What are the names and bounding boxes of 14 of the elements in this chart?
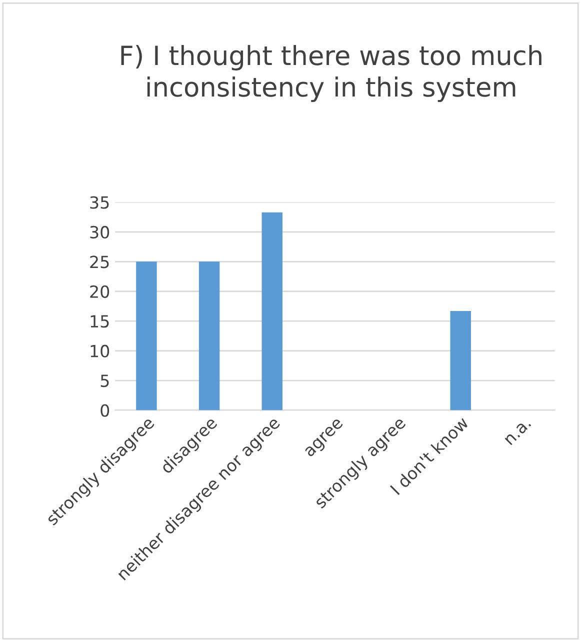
y-tick-label: 5 (100, 374, 109, 388)
y-tick-label: 25 (90, 256, 109, 268)
bar (450, 310, 471, 410)
bar (198, 262, 220, 410)
chart-title: F) I thought there was too much inconsistency in this system (121, 44, 542, 102)
x-tick-label: n.a. (504, 418, 532, 446)
y-tick-label: 35 (90, 196, 109, 209)
y-tick-label: 15 (90, 315, 109, 328)
y-tick-label: 0 (100, 404, 110, 417)
bar (136, 262, 157, 410)
y-tick-label: 20 (90, 285, 110, 298)
y-tick-label: 10 (90, 344, 110, 358)
y-tick-label: 30 (90, 226, 110, 239)
bar (262, 212, 282, 410)
